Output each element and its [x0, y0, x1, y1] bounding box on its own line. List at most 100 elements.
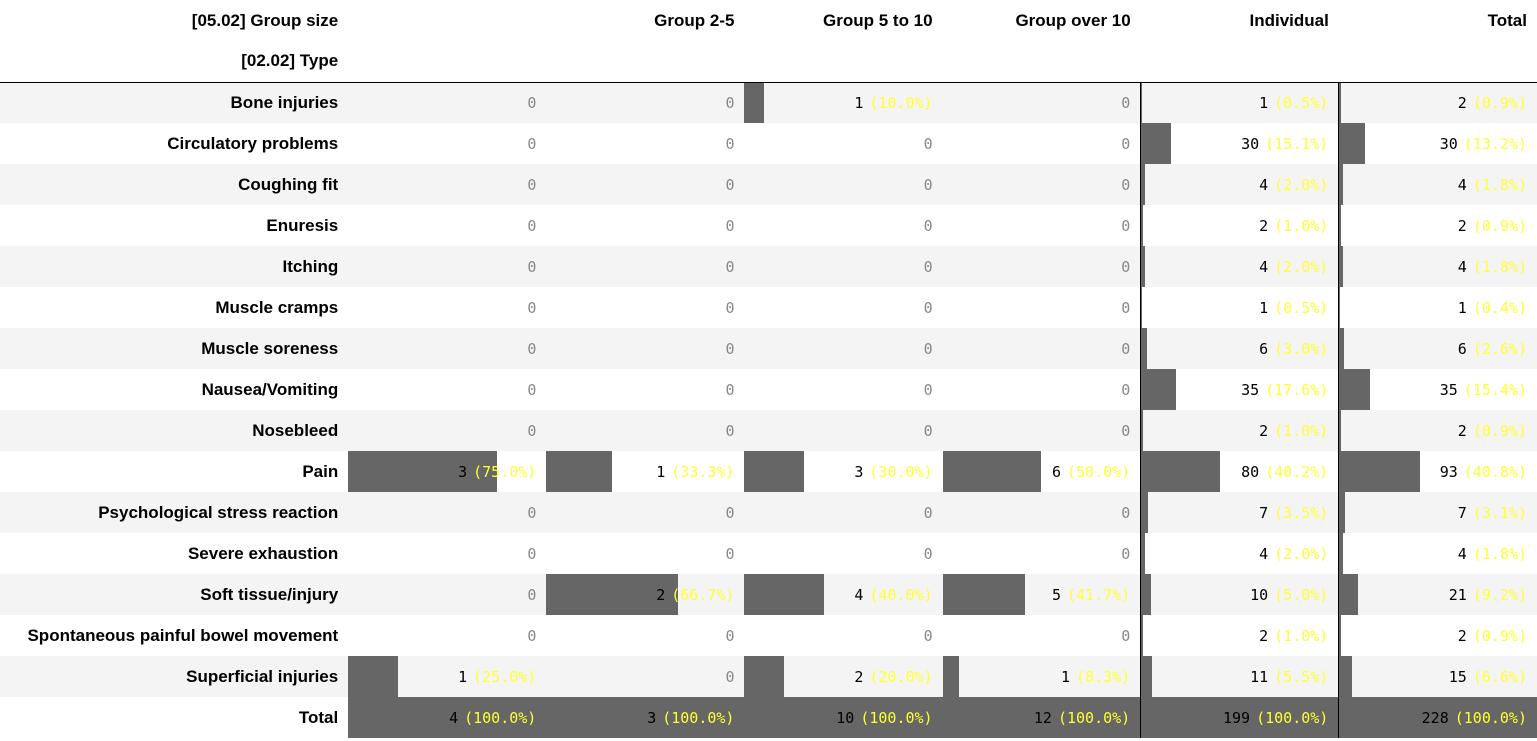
table-cell: 0 [942, 246, 1141, 287]
column-header: Group over 10 [942, 0, 1141, 41]
row-label: Coughing fit [0, 164, 349, 205]
column-header: Group 5 to 10 [744, 0, 943, 41]
value-bar [1141, 656, 1153, 697]
cell-count: 2 [1259, 421, 1269, 440]
cell-percent: (1.8%) [1472, 257, 1527, 276]
row-label: Circulatory problems [0, 123, 349, 164]
table-cell: 0 [348, 492, 547, 533]
cell-count: 1 [1259, 93, 1269, 112]
cell-percent: (0.9%) [1472, 93, 1527, 112]
cell-percent: (3.1%) [1472, 503, 1527, 522]
table-cell: 0 [942, 369, 1141, 410]
value-bar [1339, 287, 1341, 328]
value-bar [1141, 287, 1143, 328]
value-bar [1339, 533, 1343, 574]
table-cell: 0 [942, 615, 1141, 656]
cell-percent: (100.0%) [1256, 708, 1329, 727]
value-bar [1141, 451, 1221, 492]
cell-percent: (40.2%) [1265, 462, 1329, 481]
value-bar [1339, 82, 1342, 123]
value-bar [942, 656, 959, 697]
value-bar [1141, 492, 1149, 533]
table-cell: 4 (100.0%) [348, 697, 547, 738]
cell-count: 0 [725, 544, 735, 563]
cell-count: 0 [527, 134, 537, 153]
cell-percent: (5.5%) [1274, 667, 1329, 686]
table-cell: 3 (30.0%) [744, 451, 943, 492]
cell-count: 6 [1051, 462, 1061, 481]
table-cell: 4 (2.0%) [1140, 246, 1339, 287]
cell-percent: (1.0%) [1274, 626, 1329, 645]
value-bar [744, 574, 824, 615]
table-cell: 0 [942, 123, 1141, 164]
table-cell: 0 [744, 328, 943, 369]
table-cell: 0 [546, 656, 745, 697]
value-bar [1339, 369, 1370, 410]
table-cell: 4 (1.8%) [1338, 533, 1537, 574]
value-bar [744, 82, 765, 123]
cell-count: 93 [1439, 462, 1458, 481]
cell-percent: (100.0%) [662, 708, 735, 727]
table-cell: 0 [942, 492, 1141, 533]
table-cell: 0 [348, 574, 547, 615]
cell-count: 30 [1439, 134, 1458, 153]
table-cell: 2 (1.0%) [1140, 410, 1339, 451]
value-bar [546, 451, 613, 492]
value-bar [744, 656, 785, 697]
cell-count: 0 [527, 585, 537, 604]
row-label: Nausea/Vomiting [0, 369, 349, 410]
cell-count: 4 [1259, 175, 1269, 194]
table-cell: 2 (1.0%) [1140, 205, 1339, 246]
table-cell: 2 (1.0%) [1140, 615, 1339, 656]
row-label: Itching [0, 246, 349, 287]
cell-percent: (5.0%) [1274, 585, 1329, 604]
table-cell: 0 [348, 82, 547, 123]
table-cell: 10 (100.0%) [744, 697, 943, 738]
table-cell: 0 [744, 533, 943, 574]
table-cell: 0 [744, 164, 943, 205]
table-cell: 2 (0.9%) [1338, 615, 1537, 656]
cell-count: 0 [1121, 298, 1131, 317]
table-cell: 0 [942, 287, 1141, 328]
cell-percent: (9.2%) [1472, 585, 1527, 604]
cell-count: 0 [1121, 175, 1131, 194]
cell-count: 2 [1259, 626, 1269, 645]
cell-count: 0 [527, 298, 537, 317]
cell-percent: (40.8%) [1463, 462, 1527, 481]
table-cell: 2 (0.9%) [1338, 82, 1537, 123]
cell-count: 4 [1259, 257, 1269, 276]
row-label: Pain [0, 451, 349, 492]
table-cell: 11 (5.5%) [1140, 656, 1339, 697]
table-cell: 0 [348, 410, 547, 451]
table-cell: 0 [744, 246, 943, 287]
cell-count: 12 [1033, 708, 1052, 727]
table-cell: 6 (3.0%) [1140, 328, 1339, 369]
table-cell: 12 (100.0%) [942, 697, 1141, 738]
cell-count: 0 [1121, 421, 1131, 440]
table-cell: 35 (15.4%) [1338, 369, 1537, 410]
cell-count: 0 [923, 421, 933, 440]
table-cell: 4 (1.8%) [1338, 246, 1537, 287]
cell-percent: (40.0%) [869, 585, 933, 604]
table-cell: 228 (100.0%) [1338, 697, 1537, 738]
value-bar [1141, 246, 1146, 287]
table-cell: 1 (0.5%) [1140, 287, 1339, 328]
table-cell: 1 (10.0%) [744, 82, 943, 123]
row-label: Spontaneous painful bowel movement [0, 615, 349, 656]
cell-count: 0 [923, 503, 933, 522]
cell-percent: (20.0%) [869, 667, 933, 686]
cell-count: 6 [1259, 339, 1269, 358]
table-cell: 7 (3.1%) [1338, 492, 1537, 533]
cell-count: 15 [1448, 667, 1467, 686]
table-cell: 4 (2.0%) [1140, 164, 1339, 205]
cell-count: 0 [527, 339, 537, 358]
table-cell: 1 (33.3%) [546, 451, 745, 492]
cell-count: 10 [1250, 585, 1269, 604]
cell-count: 2 [656, 585, 666, 604]
table-cell: 0 [546, 533, 745, 574]
cell-percent: (30.0%) [869, 462, 933, 481]
table-row: Severe exhaustion 0 0 0 0 4 (2.0%) 4 (1.8%) [0, 533, 1537, 574]
cell-count: 0 [923, 380, 933, 399]
value-bar [744, 451, 804, 492]
value-bar [1141, 328, 1148, 369]
